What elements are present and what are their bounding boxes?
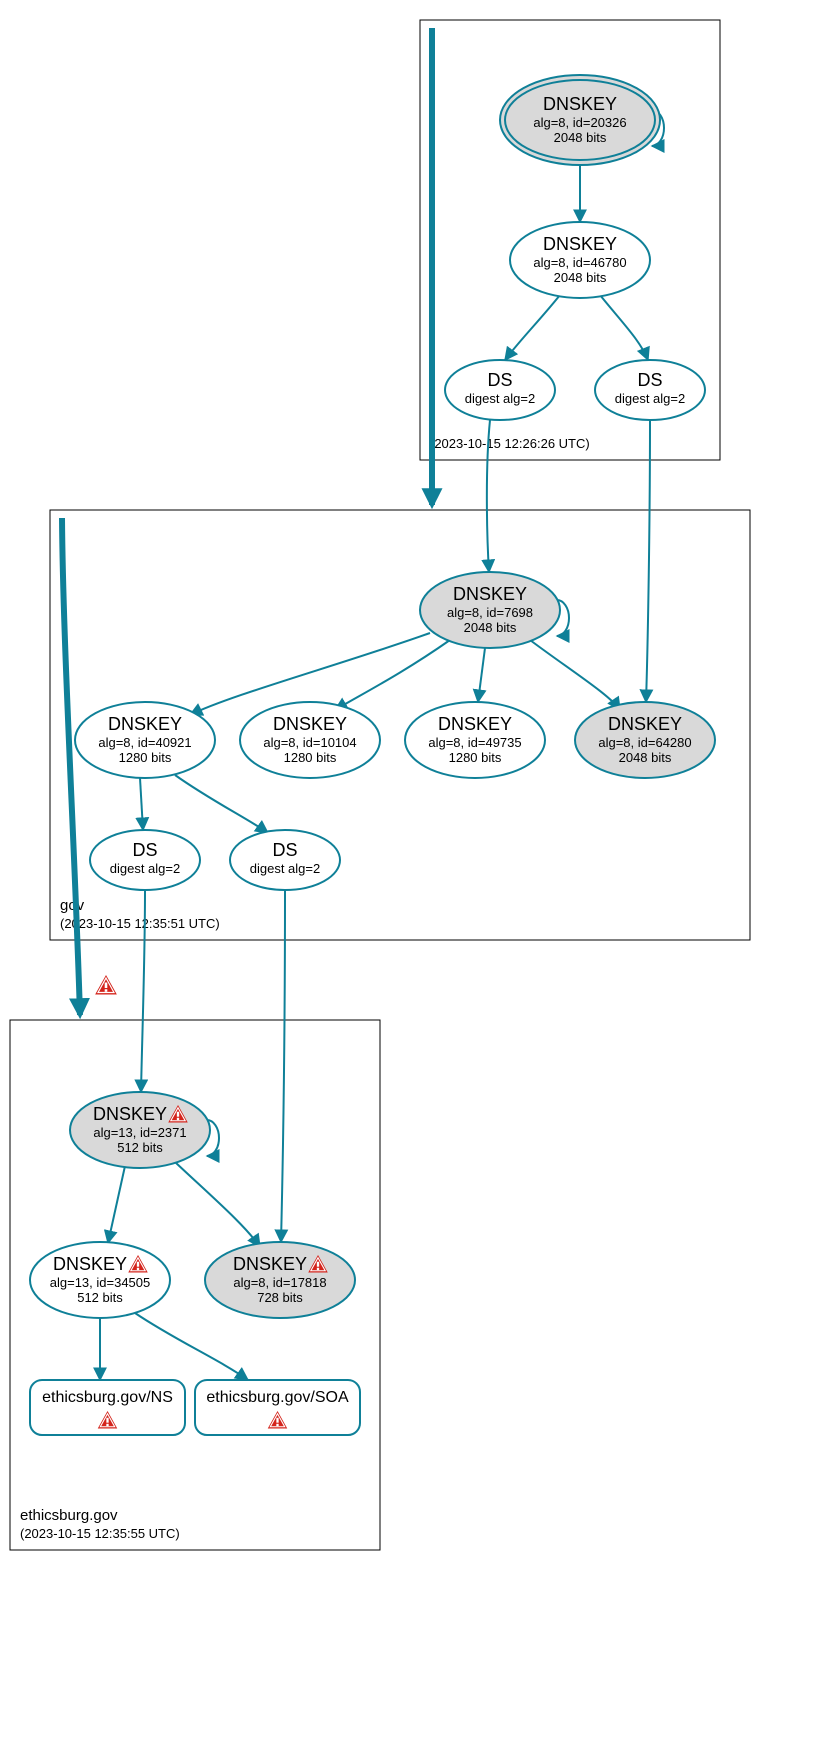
node-gov_49735: DNSKEYalg=8, id=497351280 bits: [405, 702, 545, 778]
node-title: DS: [637, 370, 662, 390]
node-title: DNSKEY: [438, 714, 512, 734]
zone-label: gov: [60, 897, 85, 914]
node-line3: 2048 bits: [619, 750, 672, 765]
node-root_ds1: DSdigest alg=2: [445, 360, 555, 420]
node-title: DNSKEY: [93, 1104, 167, 1124]
zone-timestamp: (2023-10-15 12:26:26 UTC): [430, 436, 590, 451]
node-title: DNSKEY: [608, 714, 682, 734]
edge: [646, 420, 650, 702]
node-line2: alg=13, id=2371: [93, 1125, 186, 1140]
node-title: DS: [487, 370, 512, 390]
node-line2: digest alg=2: [110, 861, 180, 876]
node-line3: 2048 bits: [554, 270, 607, 285]
node-root_zsk: DNSKEYalg=8, id=467802048 bits: [510, 222, 650, 298]
node-title: ethicsburg.gov/NS: [42, 1389, 173, 1406]
edge: [108, 1166, 125, 1243]
node-title: DNSKEY: [453, 584, 527, 604]
node-line2: alg=8, id=7698: [447, 605, 533, 620]
node-gov_40921: DNSKEYalg=8, id=409211280 bits: [75, 702, 215, 778]
node-eb_ksk: DNSKEYalg=13, id=2371512 bits: [70, 1092, 210, 1168]
node-line2: digest alg=2: [250, 861, 320, 876]
node-line2: alg=8, id=64280: [598, 735, 691, 750]
node-title: DNSKEY: [543, 94, 617, 114]
node-title: DNSKEY: [108, 714, 182, 734]
zone-timestamp: (2023-10-15 12:35:55 UTC): [20, 1526, 180, 1541]
edge: [600, 295, 648, 360]
node-line3: 2048 bits: [554, 130, 607, 145]
node-gov_ds1: DSdigest alg=2: [90, 830, 200, 890]
node-title: DS: [132, 840, 157, 860]
zone-label: ethicsburg.gov: [20, 1507, 118, 1524]
node-line3: 1280 bits: [284, 750, 337, 765]
node-gov_10104: DNSKEYalg=8, id=101041280 bits: [240, 702, 380, 778]
node-line2: alg=8, id=49735: [428, 735, 521, 750]
node-line2: alg=8, id=46780: [533, 255, 626, 270]
edge: [478, 648, 485, 702]
node-line3: 728 bits: [257, 1290, 303, 1305]
node-gov_ksk: DNSKEYalg=8, id=76982048 bits: [420, 572, 560, 648]
node-gov_ds2: DSdigest alg=2: [230, 830, 340, 890]
node-title: DNSKEY: [273, 714, 347, 734]
node-eb_34505: DNSKEYalg=13, id=34505512 bits: [30, 1242, 170, 1318]
warning-icon: [96, 976, 116, 994]
edge: [530, 640, 620, 710]
node-line3: 1280 bits: [449, 750, 502, 765]
node-root_ksk: DNSKEYalg=8, id=203262048 bits: [500, 75, 660, 165]
node-line2: digest alg=2: [465, 391, 535, 406]
edge: [505, 295, 560, 360]
zone-timestamp: (2023-10-15 12:35:51 UTC): [60, 916, 220, 931]
node-line3: 512 bits: [77, 1290, 123, 1305]
node-eb_17818: DNSKEYalg=8, id=17818728 bits: [205, 1242, 355, 1318]
edge: [135, 1313, 248, 1380]
node-line3: 512 bits: [117, 1140, 163, 1155]
node-line2: digest alg=2: [615, 391, 685, 406]
dnssec-diagram: .(2023-10-15 12:26:26 UTC)gov(2023-10-15…: [0, 0, 829, 1745]
node-line2: alg=8, id=40921: [98, 735, 191, 750]
node-eb_soa: ethicsburg.gov/SOA: [195, 1380, 360, 1435]
node-title: ethicsburg.gov/SOA: [206, 1389, 349, 1406]
edge: [175, 1162, 260, 1247]
node-title: DNSKEY: [543, 234, 617, 254]
edge: [281, 890, 285, 1242]
node-title: DNSKEY: [53, 1254, 127, 1274]
node-gov_64280: DNSKEYalg=8, id=642802048 bits: [575, 702, 715, 778]
node-title: DS: [272, 840, 297, 860]
node-line3: 1280 bits: [119, 750, 172, 765]
node-line2: alg=8, id=10104: [263, 735, 356, 750]
node-line2: alg=13, id=34505: [50, 1275, 150, 1290]
node-root_ds2: DSdigest alg=2: [595, 360, 705, 420]
edge: [175, 775, 268, 833]
node-line2: alg=8, id=20326: [533, 115, 626, 130]
edge: [335, 640, 450, 710]
node-eb_ns: ethicsburg.gov/NS: [30, 1380, 185, 1435]
edge: [140, 778, 143, 830]
node-title: DNSKEY: [233, 1254, 307, 1274]
node-line3: 2048 bits: [464, 620, 517, 635]
node-line2: alg=8, id=17818: [233, 1275, 326, 1290]
